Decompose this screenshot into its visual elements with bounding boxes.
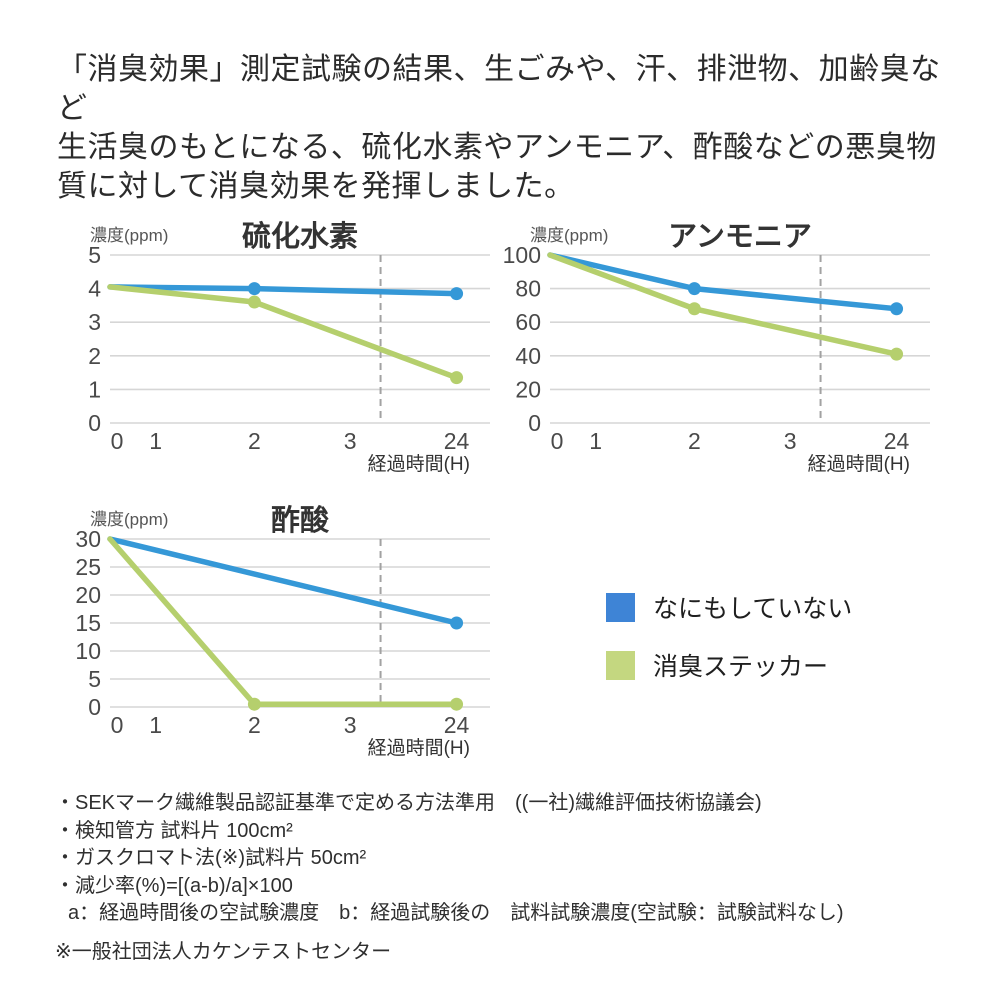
legend-swatch-untreated [606,592,635,622]
svg-text:0: 0 [88,410,101,436]
intro-line: 質に対して消臭効果を発揮しました。 [57,170,575,203]
svg-text:10: 10 [75,638,101,664]
svg-text:80: 80 [515,276,541,302]
y-axis-label: 濃度(ppm) [90,226,169,245]
svg-text:3: 3 [344,712,357,738]
footnote-line: ・ガスクロマト法(※)試料片 50cm² [55,847,367,869]
svg-text:60: 60 [515,309,541,335]
legend-swatch-deodorant-sticker [606,650,635,680]
svg-text:24: 24 [444,428,470,454]
footnote-line: a：経過時間後の空試験濃度 b：経過試験後の 試料試験濃度(空試験：試験試料なし… [68,902,844,924]
footnote-line: ・SEKマーク繊維製品認証基準で定める方法準用 ((一社)繊維評価技術協議会) [55,792,762,814]
svg-text:20: 20 [515,376,541,402]
svg-text:100: 100 [503,243,541,268]
svg-text:0: 0 [88,694,101,720]
svg-text:15: 15 [75,610,101,636]
svg-text:3: 3 [88,309,101,335]
x-axis-label: 経過時間(H) [807,454,910,475]
svg-text:24: 24 [884,428,910,454]
svg-text:1: 1 [88,376,101,402]
svg-text:0: 0 [111,712,124,738]
chart-ammonia: 濃度(ppm) アンモニア 0 20 40 60 80 100 0 1 2 3 24 経過時間(H) [500,213,940,478]
svg-text:2: 2 [248,712,261,738]
legend: なにもしていない 消臭ステッカー [606,589,852,683]
svg-text:2: 2 [248,428,261,454]
y-axis-label: 濃度(ppm) [530,226,609,245]
intro-text: 「消臭効果」測定試験の結果、生ごみや、汗、排泄物、加齢臭など 生活臭のもとになる… [57,50,957,206]
svg-text:0: 0 [111,428,124,454]
chart-title: 酢酸 [270,505,329,537]
svg-text:2: 2 [88,343,101,369]
svg-text:3: 3 [784,428,797,454]
svg-text:1: 1 [589,428,602,454]
svg-text:1: 1 [149,428,162,454]
svg-text:25: 25 [75,554,101,580]
footnote-testing-center: ※一般社団法人カケンテストセンター [55,940,392,963]
y-axis-label: 濃度(ppm) [90,510,169,529]
footnotes: ・SEKマーク繊維製品認証基準で定める方法準用 ((一社)繊維評価技術協議会) … [55,790,965,966]
legend-item-deodorant-sticker: 消臭ステッカー [606,647,852,683]
x-axis-label: 経過時間(H) [367,454,470,475]
svg-text:5: 5 [88,243,101,268]
svg-text:2: 2 [688,428,701,454]
footnote-line: ・減少率(%)=[(a-b)/a]×100 [55,874,293,897]
chart-hydrogen-sulfide: 濃度(ppm) 硫化水素 0 1 2 3 4 5 0 1 2 3 24 経過時間(H) [60,213,500,478]
svg-text:40: 40 [515,343,541,369]
x-axis-label: 経過時間(H) [367,738,470,759]
chart-title: アンモニア [668,221,812,253]
svg-text:30: 30 [75,527,101,552]
svg-text:0: 0 [528,410,541,436]
svg-text:4: 4 [88,276,101,302]
svg-text:5: 5 [88,666,101,692]
chart-acetic-acid: 濃度(ppm) 酢酸 0 5 10 15 20 25 30 0 1 2 3 24 経過時間(H) [60,497,500,762]
intro-line: 生活臭のもとになる、硫化水素やアンモニア、酢酸などの悪臭物 [57,131,937,164]
svg-text:1: 1 [149,712,162,738]
svg-text:3: 3 [344,428,357,454]
legend-label: 消臭ステッカー [653,653,829,681]
svg-text:0: 0 [551,428,564,454]
legend-item-untreated: なにもしていない [606,589,852,625]
footnote-line: ・検知管方 試料片 100cm² [55,819,293,842]
svg-text:24: 24 [444,712,470,738]
chart-title: 硫化水素 [241,221,358,253]
legend-label: なにもしていない [653,595,853,623]
intro-line: 「消臭効果」測定試験の結果、生ごみや、汗、排泄物、加齢臭など [57,53,941,125]
svg-text:20: 20 [75,582,101,608]
